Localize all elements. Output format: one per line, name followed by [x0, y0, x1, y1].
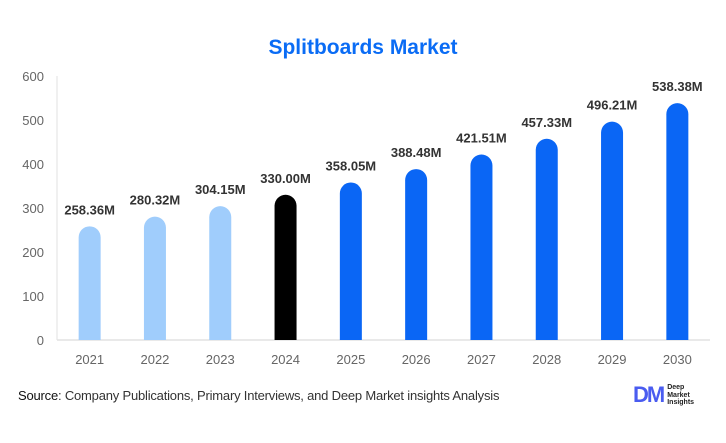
y-tick-label: 0 — [37, 333, 44, 348]
bar-chart: 0 100 200 300 400 500 600 258.36M 2021 280.32M 202… — [22, 69, 710, 367]
data-label: 457.33M — [521, 115, 572, 130]
y-tick-label: 600 — [22, 69, 44, 84]
data-label: 496.21M — [587, 98, 638, 113]
bar-2022 — [143, 216, 166, 340]
logo-text-line: Deep — [667, 384, 685, 391]
bar-2027 — [470, 154, 493, 340]
bar-2026 — [405, 169, 428, 340]
bar-2030 — [666, 103, 689, 341]
source-note: Source: Company Publications, Primary In… — [18, 388, 499, 403]
x-tick-label: 2027 — [467, 352, 496, 367]
x-tick-label: 2021 — [75, 352, 104, 367]
data-label: 258.36M — [64, 202, 115, 217]
x-tick-label: 2030 — [663, 352, 692, 367]
data-label: 330.00M — [260, 171, 311, 186]
source-text: : Company Publications, Primary Intervie… — [58, 388, 500, 403]
data-label: 358.05M — [326, 158, 377, 173]
logo-text: Deep Market Insights — [667, 384, 694, 407]
source-label: Source — [18, 388, 58, 403]
data-label: 538.38M — [652, 79, 703, 94]
x-tick-label: 2025 — [336, 352, 365, 367]
x-tick-label: 2029 — [598, 352, 627, 367]
x-tick-label: 2024 — [271, 352, 300, 367]
x-tick-label: 2028 — [532, 352, 561, 367]
bar-2025 — [339, 182, 362, 340]
y-tick-label: 300 — [22, 201, 44, 216]
logo: DM Deep Market Insights — [633, 384, 694, 407]
bar-2028 — [535, 138, 558, 340]
y-tick-label: 200 — [22, 245, 44, 260]
data-label: 280.32M — [130, 193, 181, 208]
x-tick-label: 2023 — [206, 352, 235, 367]
data-label: 388.48M — [391, 145, 442, 160]
data-label: 421.51M — [456, 131, 507, 146]
logo-text-line: Market — [667, 391, 690, 399]
logo-text-line: Insights — [667, 399, 695, 406]
y-tick-label: 100 — [22, 289, 44, 304]
chart-title: Splitboards Market — [268, 36, 458, 59]
data-label: 304.15M — [195, 182, 246, 197]
x-tick-label: 2022 — [140, 352, 169, 367]
y-tick-label: 500 — [22, 113, 44, 128]
x-tick-label: 2026 — [402, 352, 431, 367]
bar-2021 — [78, 226, 101, 340]
bar-2023 — [209, 206, 232, 340]
logo-mark: DM — [633, 382, 665, 408]
bar-2029 — [601, 121, 624, 341]
y-tick-label: 400 — [22, 157, 44, 172]
bar-2024 — [274, 194, 297, 340]
